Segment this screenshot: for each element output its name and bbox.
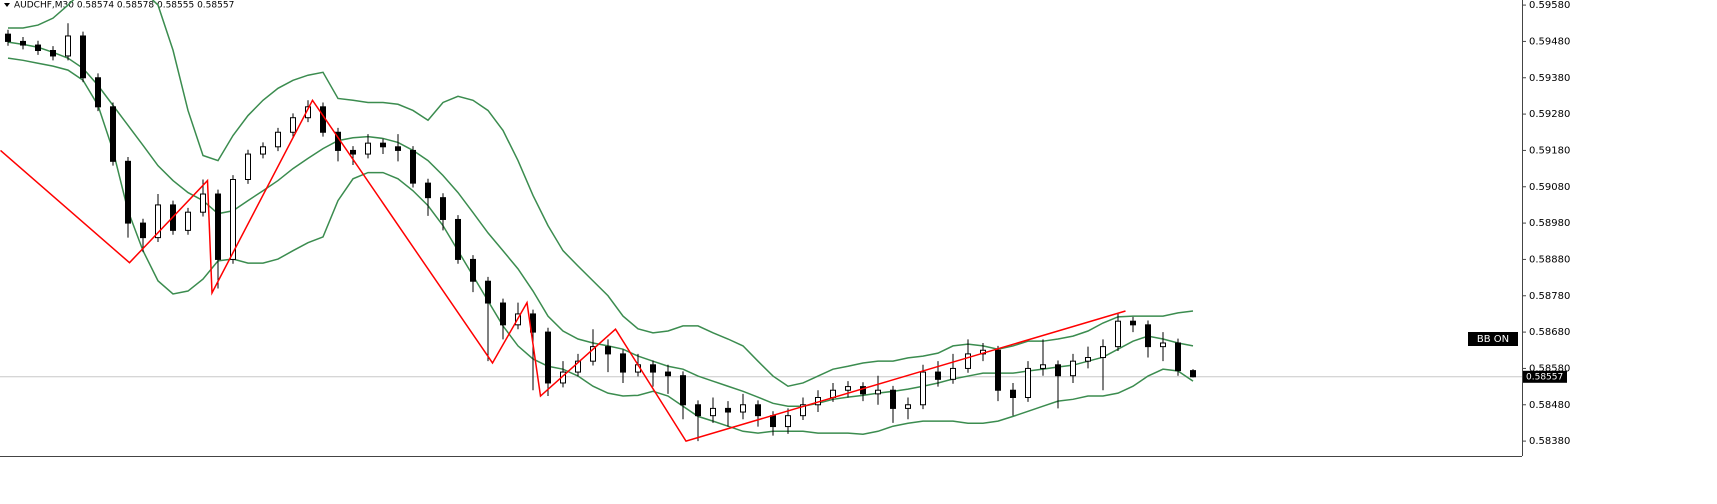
y-tick-label: 0.58980	[1529, 218, 1570, 229]
candle-body	[200, 193, 206, 213]
candle-body	[770, 415, 776, 428]
candle-body	[755, 404, 761, 417]
candle-body	[500, 302, 506, 326]
candle-body	[275, 131, 281, 148]
candle-body	[365, 142, 371, 155]
candle-body	[95, 77, 101, 108]
candle-body	[290, 117, 296, 133]
bb-button[interactable]	[1468, 332, 1518, 346]
candle-body	[1085, 357, 1091, 362]
y-tick-label: 0.58380	[1529, 436, 1570, 447]
candle-body	[125, 160, 131, 224]
candle-body	[1100, 346, 1106, 359]
last-price-label: 0.58557	[1526, 372, 1563, 382]
candle-body	[440, 197, 446, 220]
candle-body	[740, 404, 746, 413]
candle-body	[1010, 389, 1016, 399]
candle-body	[20, 40, 26, 46]
candle-body	[1175, 342, 1181, 372]
candle-body	[845, 386, 851, 391]
candle-body	[380, 142, 386, 148]
candle-body	[575, 360, 581, 373]
candle-body	[110, 106, 116, 162]
y-tick-label: 0.59580	[1529, 0, 1570, 11]
candle-body	[650, 364, 656, 373]
candle-body	[590, 346, 596, 362]
candle-body	[1070, 360, 1076, 377]
candle-body	[65, 35, 71, 57]
candle-body	[890, 389, 896, 409]
candle-body	[80, 35, 86, 79]
candle-body	[425, 182, 431, 199]
candle-body	[50, 50, 56, 57]
candle-body	[1055, 364, 1061, 377]
candle-body	[35, 44, 41, 52]
candle-body	[260, 146, 266, 155]
y-tick-label: 0.59280	[1529, 109, 1570, 120]
y-tick-label: 0.59180	[1529, 145, 1570, 156]
candle-body	[155, 204, 161, 239]
candle-body	[800, 404, 806, 417]
candle-body	[785, 415, 791, 428]
y-tick-label: 0.59080	[1529, 182, 1570, 193]
candle-body	[1160, 342, 1166, 348]
y-tick-label: 0.59480	[1529, 36, 1570, 47]
candle-body	[920, 371, 926, 406]
y-tick-label: 0.58480	[1529, 400, 1570, 411]
y-tick-label: 0.58680	[1529, 327, 1570, 338]
candle-body	[140, 222, 146, 239]
y-tick-label: 0.59380	[1529, 73, 1570, 84]
candle-body	[1190, 370, 1196, 378]
candle-body	[905, 404, 911, 409]
candle-body	[230, 178, 236, 260]
candle-body	[995, 349, 1001, 391]
zigzag	[0, 98, 1126, 442]
candle-body	[1040, 364, 1046, 369]
plot-area	[0, 0, 1522, 442]
candle-body	[710, 407, 716, 417]
bb-button-label[interactable]: BB ON	[1477, 334, 1509, 345]
candle-body	[350, 149, 356, 155]
candle-body	[5, 33, 11, 42]
bollinger-upper	[8, 0, 1194, 388]
y-tick-label: 0.58880	[1529, 254, 1570, 265]
y-tick-label: 0.58780	[1529, 291, 1570, 302]
bollinger-lower	[7, 57, 1194, 435]
y-tick-label: 0.58580	[1529, 363, 1570, 374]
candle-body	[395, 146, 401, 151]
last-price-box	[1523, 370, 1567, 383]
candle-body	[665, 371, 671, 377]
candle-body	[455, 218, 461, 260]
candle-body	[875, 389, 881, 395]
candle-body	[320, 106, 326, 133]
candle-body	[185, 211, 191, 231]
candle-body	[470, 258, 476, 282]
candle-body	[1115, 320, 1121, 348]
candle-body	[1025, 367, 1031, 399]
candle-body	[1145, 324, 1151, 348]
candle-body	[965, 353, 971, 369]
candle-body	[245, 153, 251, 180]
candle-body	[215, 193, 221, 260]
candle-body	[620, 353, 626, 373]
candle-body	[545, 331, 551, 384]
menu-triangle[interactable]	[4, 3, 10, 7]
candle-body	[725, 407, 731, 413]
overlay: 0.59580 0.59480 0.59380 0.59280 0.59180 0.590…	[1468, 0, 1570, 447]
candle-body	[680, 375, 686, 406]
candle-body	[1130, 320, 1136, 326]
candle-body	[485, 280, 491, 304]
candle-body	[605, 346, 611, 355]
chart-title: AUDCHF,M30 0.58574 0.58578 0.58555 0.585…	[14, 1, 234, 11]
candle-body	[950, 367, 956, 380]
candle-body	[695, 404, 701, 417]
candle-body	[410, 149, 416, 184]
candle-body	[935, 371, 941, 380]
